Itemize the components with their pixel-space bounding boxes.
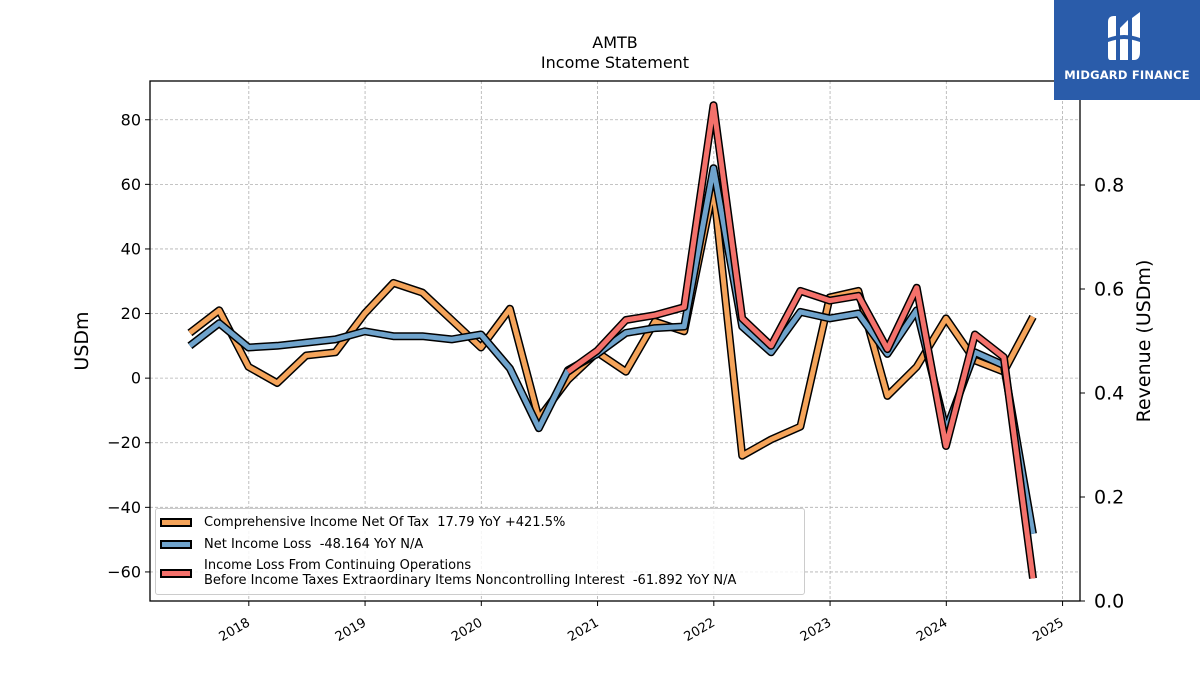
y-tick-label-left: 40 [121, 239, 141, 258]
legend-label-net-income-loss: Net Income Loss -48.164 YoY N/A [204, 537, 424, 552]
legend-label-pretax-income: Income Loss From Continuing Operations B… [204, 558, 737, 588]
legend-label-comprehensive-income: Comprehensive Income Net Of Tax 17.79 Yo… [204, 515, 566, 530]
y-tick-label-left: 0 [131, 369, 141, 388]
y-tick-label-right: 0.8 [1094, 175, 1124, 197]
legend-swatch-comprehensive-income [160, 518, 192, 527]
y-axis-label-left: USDm [71, 311, 93, 370]
y-tick-label-left: −60 [107, 562, 141, 581]
x-tick-label: 2021 [565, 615, 601, 645]
x-tick-label: 2025 [1030, 615, 1066, 645]
x-tick-label: 2020 [449, 615, 485, 645]
y-axis-label-right: Revenue (USDm) [1133, 260, 1155, 423]
x-tick-label: 2024 [914, 615, 950, 645]
y-tick-label-left: −20 [107, 433, 141, 452]
left-y-axis: 80 60 40 20 0 −20 −40 −60 [107, 110, 150, 581]
chart-title: AMTB [592, 33, 638, 52]
y-tick-label-left: 60 [121, 175, 141, 194]
chart-subtitle: Income Statement [540, 53, 690, 72]
right-y-axis: 0.8 0.6 0.4 0.2 0.0 [1080, 175, 1124, 613]
series-lines [187, 101, 1037, 579]
legend: Comprehensive Income Net Of Tax 17.79 Yo… [155, 508, 805, 595]
y-tick-label-left: 80 [121, 110, 141, 129]
y-tick-label-right: 0.2 [1094, 487, 1124, 509]
series-1-line [188, 185, 1036, 459]
legend-swatch-pretax-income [160, 569, 192, 578]
x-tick-label: 2022 [682, 615, 718, 645]
y-tick-label-right: 0.4 [1094, 383, 1124, 405]
logo-text: MIDGARD FINANCE [1064, 68, 1190, 82]
x-tick-label: 2019 [333, 615, 369, 645]
x-tick-label: 2018 [217, 615, 253, 645]
legend-swatch-net-income-loss [160, 540, 192, 549]
midgard-logo-icon [1108, 12, 1140, 60]
y-tick-label-left: 20 [121, 304, 141, 323]
y-tick-label-right: 0.0 [1094, 591, 1124, 613]
x-axis: 2018 2019 2020 2021 2022 2023 2024 2025 [217, 601, 1067, 645]
y-tick-label-right: 0.6 [1094, 279, 1124, 301]
y-tick-label-left: −40 [107, 498, 141, 517]
plot-frame [149, 80, 1081, 602]
midgard-finance-logo: MIDGARD FINANCE [1054, 0, 1200, 100]
series-3-line [566, 102, 1036, 579]
x-tick-label: 2023 [798, 615, 834, 645]
